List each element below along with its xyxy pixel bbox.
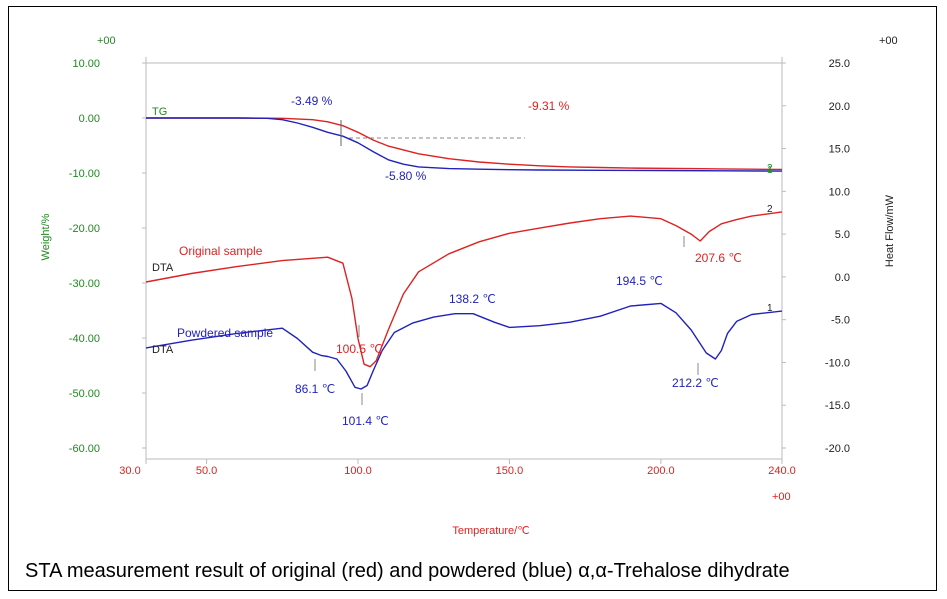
sta-chart: 10.00 0.00 -10.00 -20.00 -30.00 -40.00 -50.00 -… [40, 35, 898, 537]
y-left-tick-label: -60.00 [69, 443, 100, 455]
annotation-peak-blue-5: 212.2 ℃ [672, 376, 719, 390]
left-axis-offset: +00 [97, 35, 116, 47]
right-axis-offset: +00 [879, 35, 898, 47]
series-line-dta-red [145, 211, 783, 368]
series-line-dta-blue [145, 302, 783, 390]
x-tick-label: 150.0 [496, 465, 524, 477]
annotation-peak-red-2: 207.6 ℃ [695, 251, 742, 265]
y-right-tick-label: 15.0 [829, 144, 850, 156]
y-left-tick-label: -40.00 [69, 333, 100, 345]
y-left-tick-label: -50.00 [69, 388, 100, 400]
curve-number-2-tg: 2 [767, 163, 773, 174]
annotation-tg-blue-step: -3.49 % [291, 94, 333, 108]
tg-label: TG [152, 106, 167, 118]
x-tick-label: 200.0 [647, 465, 675, 477]
dta-powdered-label: DTA [152, 344, 174, 356]
y-right-tick-label: -15.0 [825, 400, 850, 412]
curve-number-2-dta: 2 [767, 204, 773, 215]
legend-original: Original sample [179, 244, 263, 258]
left-axis-label: Weight/% [40, 213, 52, 260]
y-right-tick-label: -5.0 [831, 315, 850, 327]
y-left-tick-label: -30.00 [69, 278, 100, 290]
y-left-tick-label: -10.00 [69, 168, 100, 180]
figure-caption: STA measurement result of original (red)… [25, 560, 790, 582]
curve-number-1-tg: 1 [767, 165, 773, 176]
series-line-tg-blue [146, 117, 783, 172]
annotation-peak-blue-3: 138.2 ℃ [449, 292, 496, 306]
legend-powdered: Powdered sample [177, 326, 273, 340]
y-right-tick-label: -20.0 [825, 443, 850, 455]
annotation-peak-blue-4: 194.5 ℃ [616, 274, 663, 288]
y-right-tick-label: 25.0 [829, 58, 850, 70]
y-left-tick-label: -20.00 [69, 223, 100, 235]
curve-group [145, 117, 783, 390]
y-left-tick-label: 10.00 [72, 58, 100, 70]
x-tick-label: 30.0 [119, 465, 140, 477]
x-tick-label: 240.0 [768, 465, 796, 477]
y-right-tick-label: 0.0 [835, 272, 850, 284]
annotation-peak-blue-1: 86.1 ℃ [295, 382, 335, 396]
y-right-tick-label: 20.0 [829, 101, 850, 113]
y-right-tick-label: 5.0 [835, 229, 850, 241]
y-right-tick-label: 10.0 [829, 186, 850, 198]
annotation-tg-blue-total: -5.80 % [385, 169, 427, 183]
tick-group: 10.00 0.00 -10.00 -20.00 -30.00 -40.00 -50.00 -… [69, 58, 850, 477]
series-line-tg-red [146, 117, 783, 171]
y-left-tick-label: 0.00 [79, 113, 100, 125]
curve-number-1-dta: 1 [767, 303, 773, 314]
annotation-peak-blue-2: 101.4 ℃ [342, 414, 389, 428]
dta-original-label: DTA [152, 262, 174, 274]
x-tick-label: 100.0 [344, 465, 372, 477]
x-axis-label: Temperature/℃ [452, 525, 529, 537]
x-tick-label: 50.0 [196, 465, 217, 477]
annotation-peak-red-1: 100.5 ℃ [336, 342, 383, 356]
right-axis-label: Heat Flow/mW [884, 194, 896, 267]
annotation-tg-red-total: -9.31 % [528, 99, 570, 113]
y-right-tick-label: -10.0 [825, 357, 850, 369]
bottom-axis-offset: +00 [772, 491, 791, 503]
figure-frame: 10.00 0.00 -10.00 -20.00 -30.00 -40.00 -50.00 -… [8, 6, 937, 591]
